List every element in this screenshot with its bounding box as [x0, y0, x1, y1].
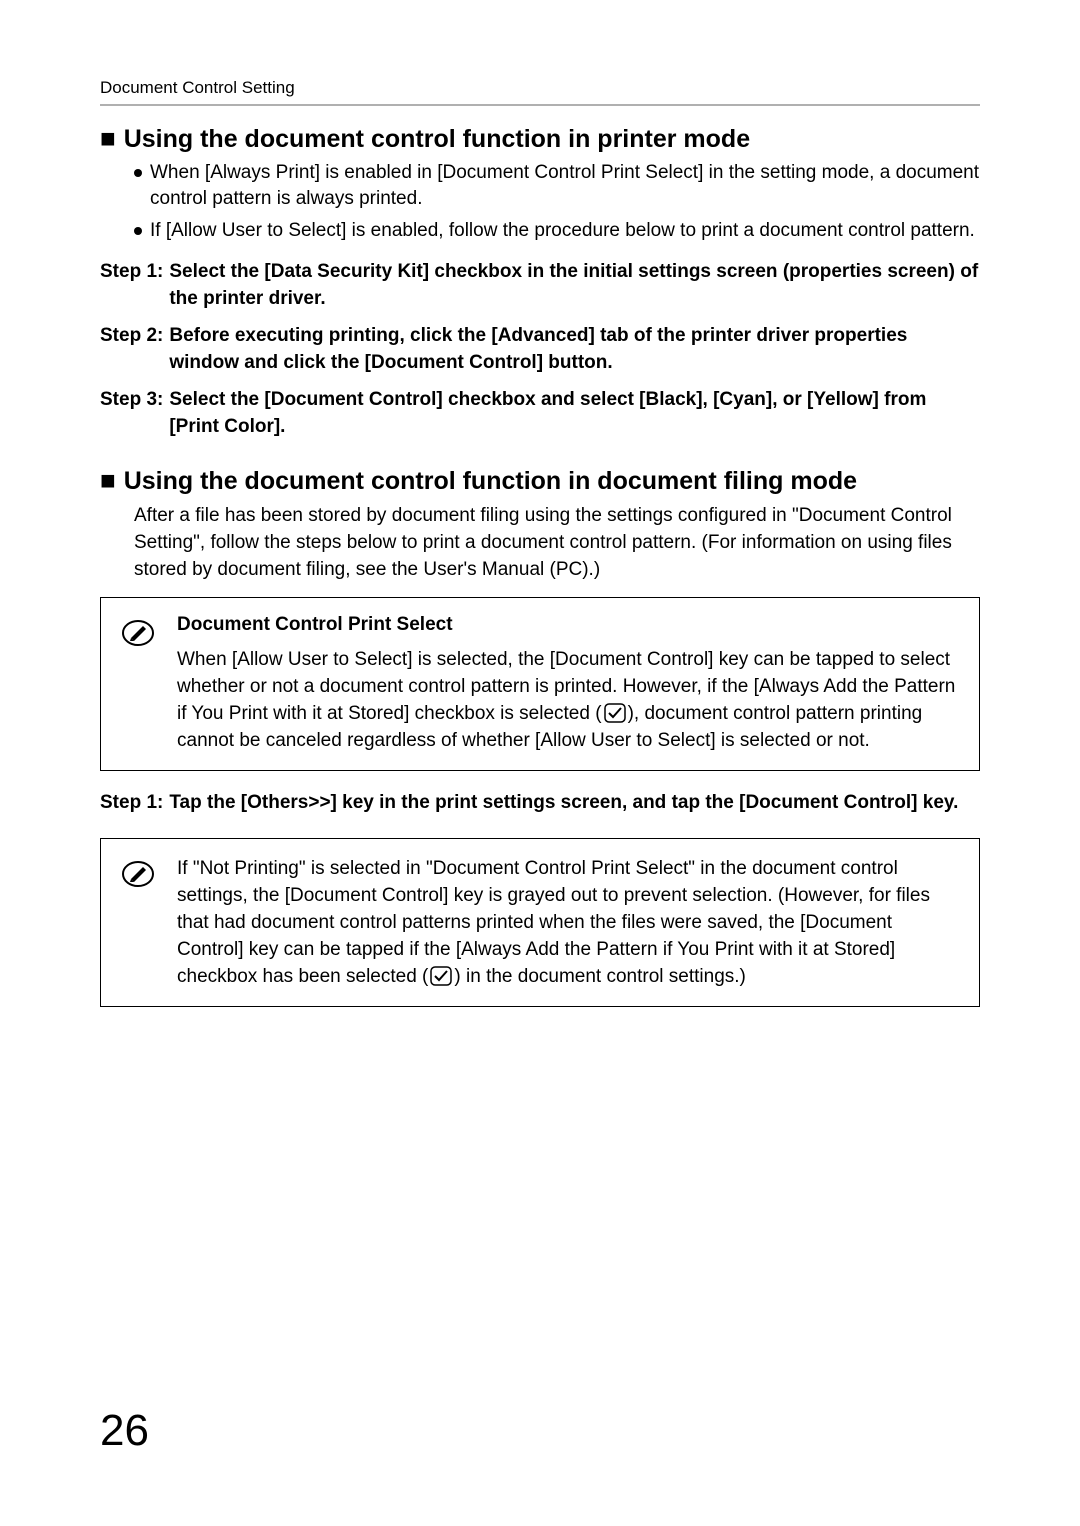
checkbox-checked-icon: [604, 703, 626, 723]
note2-text: If "Not Printing" is selected in "Docume…: [177, 855, 959, 990]
note-content: Document Control Print Select When [Allo…: [177, 614, 959, 754]
square-bullet-icon: ■: [100, 466, 116, 494]
note-content: If "Not Printing" is selected in "Docume…: [177, 855, 959, 990]
step-row: Step 2: Before executing printing, click…: [100, 322, 980, 376]
bullet-item: If [Allow User to Select] is enabled, fo…: [134, 218, 980, 244]
section2-heading: ■ Using the document control function in…: [100, 466, 980, 496]
page-header: Document Control Setting: [100, 78, 980, 106]
note2-text-b: ) in the document control settings.): [454, 966, 745, 987]
step-label: Step 1:: [100, 258, 163, 312]
step-body: Tap the [Others>>] key in the print sett…: [169, 789, 980, 816]
step-label: Step 2:: [100, 322, 163, 376]
page-number: 26: [100, 1406, 149, 1456]
checkbox-checked-icon: [430, 966, 452, 986]
step-label: Step 3:: [100, 386, 163, 440]
section1-title: Using the document control function in p…: [124, 124, 750, 154]
section1-heading: ■ Using the document control function in…: [100, 124, 980, 154]
note1-text: When [Allow User to Select] is selected,…: [177, 646, 959, 754]
step-label: Step 1:: [100, 789, 163, 816]
bullet-text: If [Allow User to Select] is enabled, fo…: [150, 218, 975, 244]
note1-title: Document Control Print Select: [177, 614, 959, 636]
dot-icon: [134, 227, 142, 235]
step-body: Before executing printing, click the [Ad…: [169, 322, 980, 376]
step-row: Step 3: Select the [Document Control] ch…: [100, 386, 980, 440]
dot-icon: [134, 169, 142, 177]
step-row: Step 1: Tap the [Others>>] key in the pr…: [100, 789, 980, 816]
note-box-2: If "Not Printing" is selected in "Docume…: [100, 838, 980, 1007]
bullet-text: When [Always Print] is enabled in [Docum…: [150, 160, 980, 212]
pencil-circle-icon: [121, 616, 155, 655]
pencil-circle-icon: [121, 857, 155, 896]
section2-title: Using the document control function in d…: [124, 466, 857, 496]
page-container: Document Control Setting ■ Using the doc…: [0, 0, 1080, 1526]
section2-intro: After a file has been stored by document…: [134, 502, 980, 583]
step-body: Select the [Document Control] checkbox a…: [169, 386, 980, 440]
bullet-item: When [Always Print] is enabled in [Docum…: [134, 160, 980, 212]
step-body: Select the [Data Security Kit] checkbox …: [169, 258, 980, 312]
step-row: Step 1: Select the [Data Security Kit] c…: [100, 258, 980, 312]
section1-bullets: When [Always Print] is enabled in [Docum…: [134, 160, 980, 244]
note-box-1: Document Control Print Select When [Allo…: [100, 597, 980, 771]
square-bullet-icon: ■: [100, 124, 116, 152]
